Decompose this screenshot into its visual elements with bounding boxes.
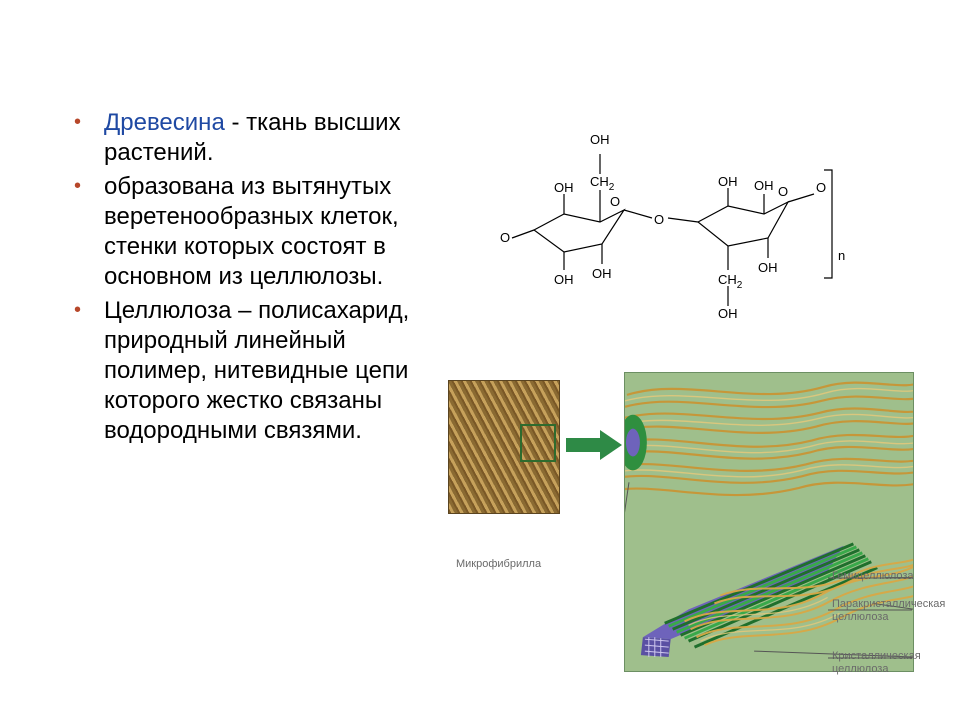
wood-callout-box [520, 424, 556, 462]
chem-oh: OH [590, 132, 610, 147]
bullet-1-keyword: Древесина [104, 109, 225, 136]
svg-text:CH2: CH2 [718, 272, 743, 291]
svg-text:OH: OH [592, 266, 612, 281]
label-paracrystalline: Паракристаллическая целлюлоза [832, 598, 952, 623]
svg-text:O: O [778, 184, 788, 199]
svg-text:OH: OH [758, 260, 778, 275]
slide: Древесина - ткань высших растений. образ… [0, 0, 960, 720]
svg-text:OH: OH [718, 174, 738, 189]
bullet-list: Древесина - ткань высших растений. образ… [60, 108, 440, 446]
svg-text:CH2: CH2 [590, 174, 615, 193]
svg-text:O: O [816, 180, 826, 195]
label-hemicellulose: Гемицеллюлоза [832, 570, 914, 583]
text-column: Древесина - ткань высших растений. образ… [60, 108, 440, 450]
zoom-arrow-icon [566, 430, 622, 460]
label-crystalline: Кристаллическая целлюлоза [832, 650, 952, 675]
svg-text:OH: OH [554, 180, 574, 195]
bullet-1: Древесина - ткань высших растений. [60, 108, 440, 168]
svg-text:O: O [654, 212, 664, 227]
bullet-3: Целлюлоза – полисахарид, природный линей… [60, 296, 440, 446]
svg-text:O: O [610, 194, 620, 209]
svg-text:O: O [500, 230, 510, 245]
cellulose-chemical-structure: OH CH2 OH OH OH O O O O O OH OH OH CH2 O… [492, 110, 880, 330]
svg-text:OH: OH [754, 178, 774, 193]
bullet-2: образована из вытянутых веретенообразных… [60, 172, 440, 292]
svg-text:OH: OH [718, 306, 738, 321]
fibril-panel [624, 372, 914, 672]
label-microfibril: Микрофибрилла [456, 558, 541, 571]
chem-n: n [838, 248, 845, 263]
microfibril-diagram: Микрофибрилла [448, 372, 916, 674]
svg-text:OH: OH [554, 272, 574, 287]
